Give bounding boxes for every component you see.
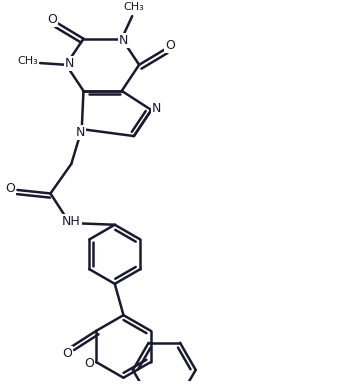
Text: O: O [47,13,57,26]
Text: N: N [65,56,74,70]
Text: O: O [62,347,72,360]
Text: N: N [152,102,161,115]
Text: O: O [84,358,94,370]
Text: NH: NH [62,215,81,228]
Text: N: N [75,126,85,139]
Text: N: N [119,34,128,47]
Text: O: O [165,39,175,52]
Text: CH₃: CH₃ [18,56,38,66]
Text: CH₃: CH₃ [124,2,144,12]
Text: O: O [5,182,15,195]
